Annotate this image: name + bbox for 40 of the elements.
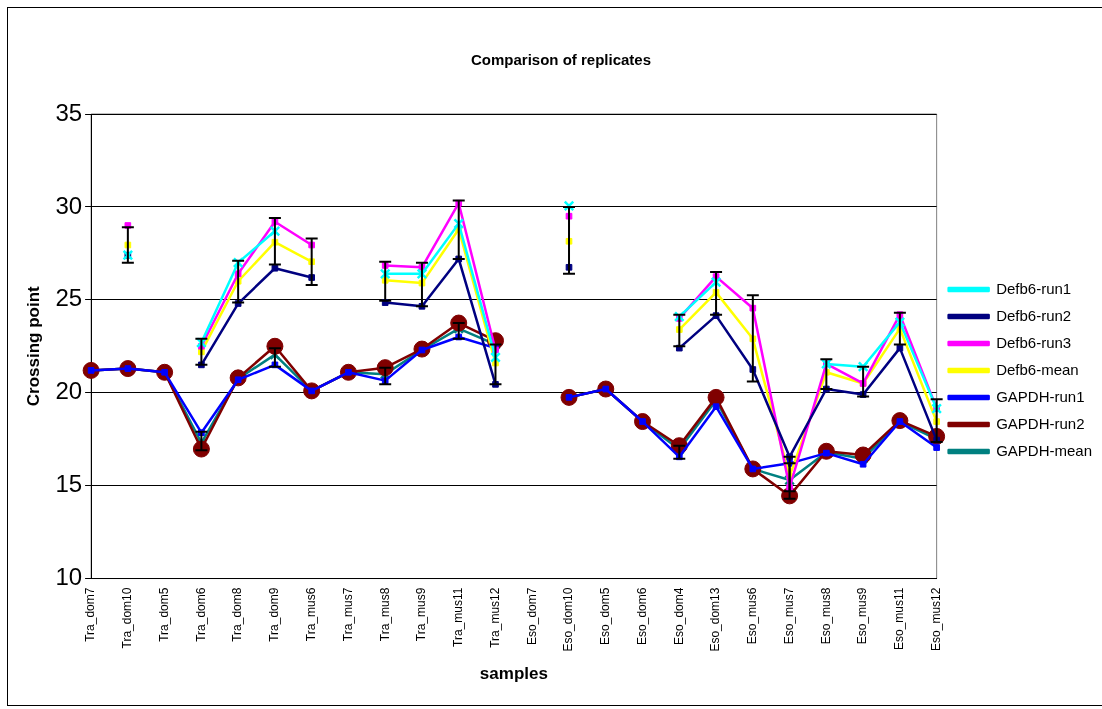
x-tick-label: Tra_dom9 xyxy=(267,587,282,642)
legend-label: GAPDH-mean xyxy=(996,441,1092,459)
x-tick-label: Eso_mus7 xyxy=(781,587,796,645)
x-tick-label: Tra_dom8 xyxy=(230,587,245,642)
legend-label: Defb6-run3 xyxy=(996,333,1072,351)
y-tick-label: 20 xyxy=(55,377,83,405)
x-tick-label: Eso_mus9 xyxy=(855,587,870,645)
x-tick-label: Eso_mus11 xyxy=(892,587,907,651)
x-tick-label: Eso_dom4 xyxy=(671,587,686,645)
x-tick-label: Eso_mus8 xyxy=(818,587,833,645)
x-tick-label: Tra_mus9 xyxy=(414,587,429,642)
y-tick-label: 15 xyxy=(55,470,83,498)
y-tick-label: 35 xyxy=(55,98,83,126)
x-tick-label: Tra_mus7 xyxy=(340,587,355,642)
legend-label: Defb6-mean xyxy=(996,360,1079,378)
y-tick-label: 10 xyxy=(55,563,83,591)
y-tick-label: 30 xyxy=(55,191,83,219)
x-tick-label: Tra_mus11 xyxy=(451,587,466,647)
x-tick-label: Tra_dom10 xyxy=(120,587,135,649)
x-tick-label: Tra_mus12 xyxy=(487,587,502,648)
x-tick-label: Eso_dom10 xyxy=(561,587,576,652)
x-tick-label: Eso_mus12 xyxy=(928,587,943,651)
x-tick-label: Tra_dom6 xyxy=(193,587,208,642)
legend-label: Defb6-run1 xyxy=(996,279,1072,297)
legend-label: GAPDH-run2 xyxy=(996,414,1085,432)
x-tick-label: Tra_dom5 xyxy=(156,587,171,642)
legend-label: GAPDH-run1 xyxy=(996,387,1085,405)
chart-title: Comparison of replicates xyxy=(470,51,652,69)
legend-label: Defb6-run2 xyxy=(996,306,1072,324)
x-tick-label: Eso_dom5 xyxy=(598,587,613,645)
y-tick-label: 25 xyxy=(55,284,83,312)
x-axis-title: samples xyxy=(479,664,548,684)
x-tick-label: Eso_mus6 xyxy=(745,587,760,645)
x-tick-label: Tra_mus8 xyxy=(377,587,392,642)
x-tick-label: Eso_dom7 xyxy=(524,587,539,645)
x-tick-label: Tra_mus6 xyxy=(303,587,318,642)
x-tick-label: Eso_dom6 xyxy=(634,587,649,645)
y-axis-title: Crossing point xyxy=(23,285,43,407)
x-tick-label: Tra_dom7 xyxy=(83,587,98,642)
x-tick-label: Eso_dom13 xyxy=(708,587,723,652)
